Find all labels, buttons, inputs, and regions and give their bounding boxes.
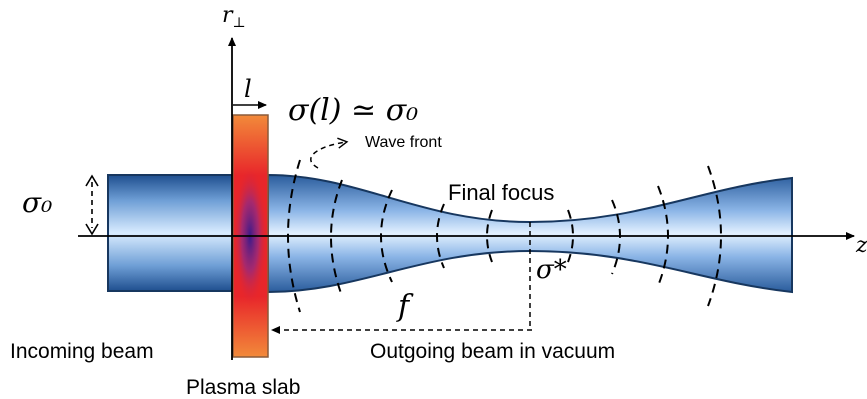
wave-front-pointer — [310, 137, 349, 169]
slab-length-label: l — [244, 75, 252, 103]
axis-z-label: z — [855, 233, 867, 258]
plasma-slab-label: Plasma slab — [186, 376, 300, 399]
focal-length-label: f — [396, 289, 414, 324]
sigma0-arrow-head-top — [85, 174, 99, 187]
sigma0-label: σ₀ — [22, 186, 52, 219]
final-focus-label: Final focus — [448, 180, 554, 205]
outgoing-beam-label: Outgoing beam in vacuum — [370, 340, 615, 363]
sigma-star-label: σ* — [536, 255, 567, 285]
incoming-beam-label: Incoming beam — [10, 340, 154, 363]
incoming-beam — [107, 174, 236, 292]
wave-front-label: Wave front — [365, 134, 442, 151]
axis-r-label: r⊥ — [222, 3, 246, 31]
sigma0-arrow-head-bottom — [85, 223, 99, 236]
sigma-relation-label: σ(l) ≃ σ₀ — [288, 93, 418, 128]
